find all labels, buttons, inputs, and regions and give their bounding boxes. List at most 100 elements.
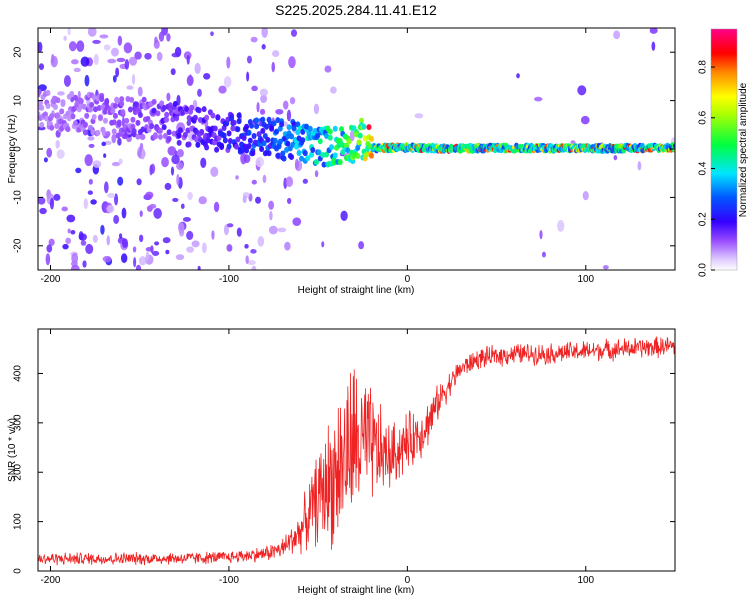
spectrogram-cell [194,62,201,75]
spectrogram-cell [261,44,266,50]
spectrogram-cell [164,116,170,123]
spectrogram-cell [39,207,47,215]
spectrogram-cell [516,73,520,79]
spectrogram-cell [279,121,285,128]
spectrogram-cell [182,131,188,138]
spectrogram-cell [54,122,60,129]
spectrogram-cell [247,137,253,144]
spectrogram-cell [315,132,321,139]
spectrogram-cell [127,106,133,113]
spectrogram-cells [38,28,675,270]
spectrogram-cell [366,124,372,131]
spectrogram-cell [194,136,200,143]
spectrogram-cell [269,125,275,132]
spectrogram-cell [331,159,337,166]
spectrogram-cell [205,137,211,144]
spectrogram-cell [44,115,50,122]
spectrogram-cell [131,128,137,135]
spectrogram-cell [187,192,193,201]
snr-x-ticks: -200 -100 0 100 [40,329,595,586]
spectrogram-cell [149,123,155,130]
spectrogram-cell [602,265,609,270]
spectrogram-cell [268,225,278,235]
spectrogram-cell [321,241,325,248]
colorbar-tick-label: 0.0 [698,263,709,277]
spectrogram-cell [71,252,79,264]
spectrogram-cell [246,143,252,150]
spectrogram-cell [80,56,90,67]
spectrogram-cell [271,120,277,127]
spectrogram-cell [216,134,222,141]
spectrogram-cell [57,91,65,96]
spectrogram-cell [162,133,168,140]
spectrogram-cell [38,41,43,53]
spectrogram-cell [210,166,219,178]
spectrogram-cell [363,151,369,158]
spectrogram-cell [110,107,116,114]
spectrogram-cell [167,102,173,109]
spectrogram-cell [52,103,58,110]
spectrogram-cell [251,265,257,270]
spectrogram-cell [247,260,256,266]
spectrogram-cell [320,152,326,159]
spectrogram-cell [294,143,300,150]
spectrogram-cell [309,151,315,158]
spectrogram-cell [251,132,257,139]
spectrogram-cell [316,149,322,156]
spectrogram-cell [227,138,233,145]
spectrogram-cell [38,100,43,107]
spectrogram-cell [92,39,101,44]
spectrogram-cell [299,155,305,162]
spectrogram-cell [156,51,163,61]
spectrogram-x-label: Height of straight line (km) [298,285,415,296]
spectrogram-cell [345,147,351,154]
spectrogram-cell [300,137,306,144]
spectrogram-cell [78,231,84,241]
spectrogram-cell [56,149,65,159]
colorbar-ticks: 0.0 0.2 0.4 0.6 0.8 [698,60,715,277]
spectrogram-cell [329,144,335,151]
spectrogram-cell [126,85,134,90]
spectrogram-cell [88,143,95,148]
snr-y-tick-label: 100 [13,513,24,530]
spectrogram-cell [266,150,272,157]
spectrogram-cell [236,112,242,119]
spectrogram-cell [43,157,48,163]
spectrogram-cell [124,59,130,70]
spectrogram-cell [71,59,79,65]
spectrogram-cell [251,179,257,185]
spectrogram-cell [48,238,55,246]
spectrogram-cell [235,175,239,180]
spectrogram-cell [85,243,94,255]
spectrogram-cell [154,36,158,44]
spectrogram-cell [198,196,207,205]
spectrogram-cell [557,220,565,232]
spectrogram-cell [89,101,95,108]
spectrogram-cell [211,230,215,240]
spectrogram-cell [358,241,365,250]
spectrogram-cell [75,167,82,174]
spectrogram-cell [186,54,190,65]
spectrogram-cell [149,203,157,209]
spectrogram-cell [116,119,122,126]
spectrogram-cell [72,120,78,127]
spectrogram-cell [533,96,543,102]
spectrogram-cell [368,135,374,142]
spectrogram-cell [59,108,65,115]
spectrogram-cell [259,108,266,115]
spectrogram-cell [112,112,118,119]
snr-frame [37,328,676,572]
spectrogram-cell [176,173,180,186]
spectrogram-cell [152,250,160,256]
spectrogram-cell [285,140,291,147]
spectrogram-cell [241,134,247,141]
spectrogram-cell [166,135,172,142]
spectrogram-cell [188,74,193,86]
spectrogram-cell [191,240,200,248]
spectrogram-cell [236,118,242,125]
spectrogram-cell [100,104,106,111]
spectrogram-y-tick-label: 20 [13,46,24,58]
spectrogram-cell [230,125,236,132]
spectrogram-cell [244,147,250,154]
